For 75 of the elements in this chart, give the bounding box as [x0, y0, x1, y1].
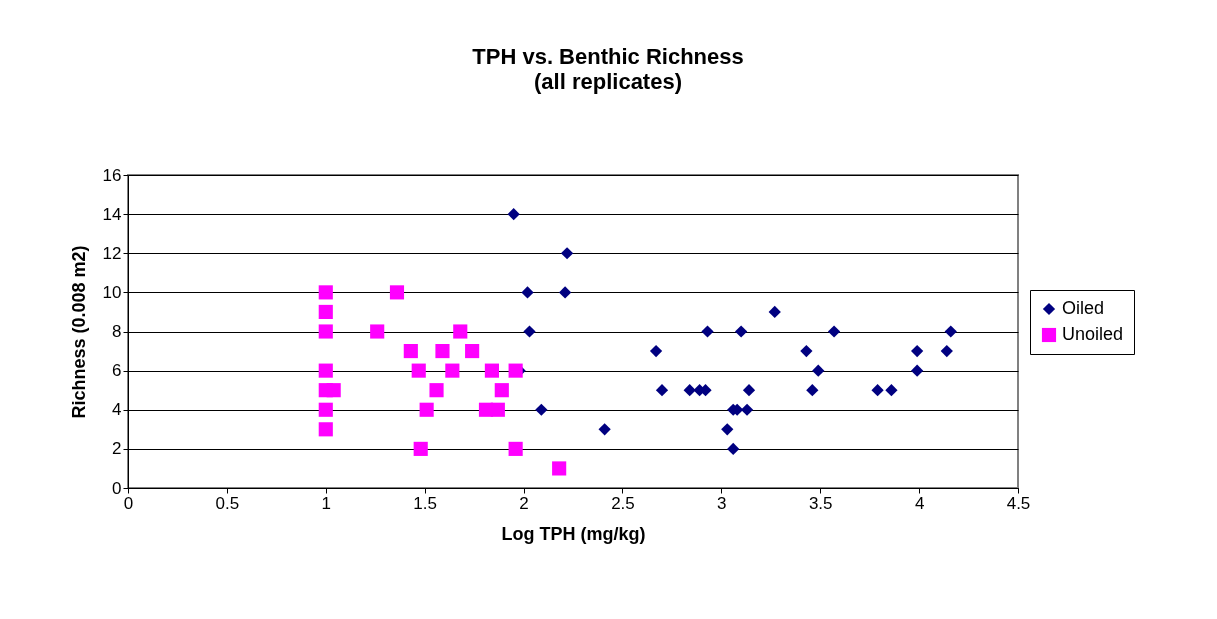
x-tick-label: 4.5	[1006, 493, 1031, 513]
y-tick-label: 8	[112, 322, 122, 341]
point	[453, 324, 468, 339]
point	[598, 423, 611, 436]
point	[435, 343, 450, 359]
y-tick-label: 6	[112, 361, 122, 381]
point	[403, 343, 418, 359]
y-tick-label: 12	[102, 243, 122, 263]
point	[465, 343, 480, 359]
y-tick-label: 0	[112, 478, 122, 498]
y-tick-label: 4	[112, 400, 122, 420]
x-tick-label: 3.5	[808, 493, 833, 513]
y-tick-label: 2	[112, 439, 122, 459]
point	[871, 384, 884, 397]
x-tick-label: 2	[519, 493, 529, 513]
point	[318, 363, 333, 378]
point	[508, 363, 523, 378]
point	[727, 442, 740, 455]
point	[911, 364, 924, 377]
point	[318, 402, 333, 417]
point	[558, 286, 572, 299]
x-tick-label: 1.5	[413, 493, 437, 513]
x-axis-title: Log TPH (mg/kg)	[501, 523, 646, 544]
x-tick-label: 4	[914, 493, 925, 513]
point	[521, 286, 534, 299]
point	[484, 363, 499, 378]
point	[742, 384, 756, 397]
point	[721, 423, 734, 436]
point	[812, 364, 825, 377]
point	[535, 403, 548, 416]
point	[911, 344, 924, 358]
point	[445, 363, 460, 378]
y-tick-label: 10	[102, 282, 122, 302]
point	[318, 324, 333, 339]
y-tick-label: 16	[102, 165, 122, 185]
point	[494, 383, 509, 398]
point	[507, 208, 520, 221]
point	[827, 325, 841, 338]
chart-subtitle: (all replicates)	[534, 69, 682, 94]
point	[768, 305, 781, 319]
point	[740, 403, 754, 416]
point	[318, 285, 333, 300]
point	[318, 304, 333, 320]
point	[429, 383, 444, 398]
point	[490, 402, 505, 417]
point	[326, 383, 341, 398]
x-tick-label: 3	[717, 493, 727, 513]
x-tick-label: 2.5	[611, 493, 635, 513]
x-tick-label: 1	[321, 493, 332, 513]
legend-label: Oiled	[1062, 298, 1105, 318]
point	[389, 285, 405, 300]
point	[370, 324, 385, 339]
point	[701, 325, 714, 338]
point	[655, 384, 669, 397]
point	[560, 247, 574, 260]
point	[683, 384, 696, 397]
point	[885, 384, 898, 397]
point	[523, 325, 536, 338]
point	[649, 344, 663, 358]
point	[734, 325, 748, 338]
point	[508, 441, 523, 456]
x-tick-label: 0.5	[215, 493, 240, 513]
point	[419, 402, 434, 417]
point	[411, 363, 426, 378]
point	[413, 441, 428, 456]
point	[806, 384, 819, 397]
point	[552, 461, 567, 476]
point	[318, 422, 333, 437]
legend-label: Unoiled	[1062, 324, 1124, 344]
y-axis-title: Richness (0.008 m2)	[68, 245, 89, 419]
point	[800, 344, 813, 358]
point	[940, 344, 953, 358]
chart-title: TPH vs. Benthic Richness	[472, 44, 744, 69]
point	[944, 325, 957, 338]
y-tick-label: 14	[102, 204, 122, 224]
